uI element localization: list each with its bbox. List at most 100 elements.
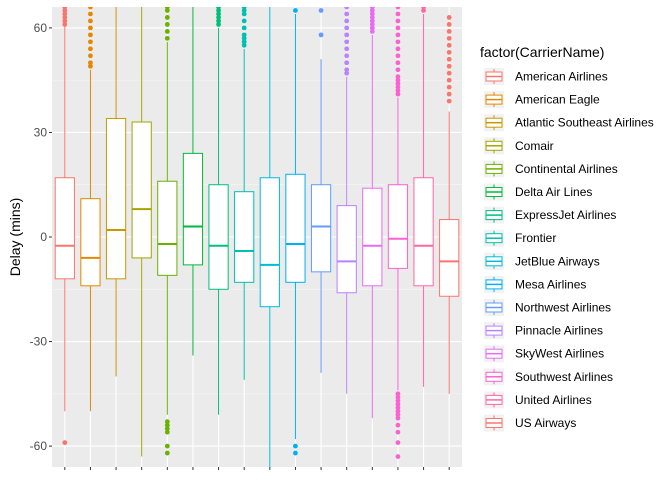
y-tick-label: 60 — [34, 21, 48, 35]
legend-item: Atlantic Southeast Airlines — [484, 114, 654, 132]
outlier-point — [446, 84, 452, 90]
box-body — [362, 187, 383, 287]
legend-label: Pinnacle Airlines — [515, 324, 603, 338]
outlier-point — [344, 18, 350, 24]
outlier-point — [395, 405, 401, 411]
legend-label: Comair — [515, 139, 554, 153]
box-skywest-airlines — [362, 7, 383, 419]
outlier-point — [88, 7, 93, 10]
outlier-point — [446, 22, 452, 27]
box-american-airlines — [54, 7, 75, 446]
outlier-point — [88, 25, 93, 31]
box-american-eagle — [80, 7, 101, 412]
outlier-point — [395, 88, 401, 94]
outlier-point — [88, 18, 93, 24]
axis-layer: -60 -30 0 30 60 — [30, 21, 450, 470]
legend-label: Delta Air Lines — [515, 185, 592, 199]
outlier-point — [369, 28, 375, 34]
outlier-point — [62, 18, 68, 24]
legend-item: American Airlines — [484, 68, 608, 85]
y-tick-label: 0 — [40, 230, 47, 244]
outlier-point — [446, 91, 452, 97]
outlier-point — [369, 8, 375, 13]
legend-label: ExpressJet Airlines — [515, 208, 616, 222]
outlier-point — [395, 74, 401, 80]
outlier-point — [344, 67, 350, 73]
box-delta-air-lines — [182, 7, 204, 356]
box-body — [336, 205, 357, 294]
box-body — [54, 177, 75, 280]
outlier-point — [216, 18, 221, 24]
legend-item: Comair — [484, 137, 554, 155]
outlier-point — [318, 32, 324, 38]
legend-label: Mesa Airlines — [515, 277, 586, 291]
box-body — [413, 177, 434, 287]
outlier-point — [62, 15, 68, 20]
outlier-point — [216, 8, 221, 13]
outlier-point — [369, 7, 375, 10]
box-us-airways — [439, 15, 460, 394]
legend-label: Southwest Airlines — [515, 370, 613, 384]
outlier-point — [395, 394, 401, 400]
outlier-point — [344, 25, 350, 31]
box-comair — [131, 7, 152, 457]
legend-label: United Airlines — [515, 393, 592, 407]
legend-label: Atlantic Southeast Airlines — [515, 116, 654, 130]
outlier-point — [395, 81, 401, 87]
outlier-point — [446, 49, 452, 55]
outlier-point — [88, 60, 93, 66]
outlier-point — [344, 53, 350, 59]
outlier-point — [395, 440, 401, 446]
outlier-point — [395, 11, 401, 17]
box-atlantic-southeast-airlines — [105, 7, 127, 377]
box-jetblue-airways — [259, 7, 280, 467]
outlier-point — [395, 25, 401, 31]
outlier-point — [369, 15, 375, 20]
legend-item: SkyWest Airlines — [484, 345, 604, 363]
legend-label: Frontier — [515, 231, 556, 245]
outlier-point — [241, 7, 247, 10]
outlier-point — [344, 70, 350, 76]
outlier-point — [369, 25, 375, 31]
box-body — [157, 180, 178, 276]
legend-item: ExpressJet Airlines — [484, 206, 616, 224]
outlier-point — [446, 28, 452, 34]
legend-title: factor(CarrierName) — [480, 44, 604, 60]
outlier-point — [421, 8, 426, 13]
box-northwest-airlines — [310, 8, 332, 373]
legend-item: United Airlines — [484, 391, 592, 409]
legend: factor(CarrierName) American Airlines Ame… — [480, 44, 654, 432]
outlier-point — [241, 35, 247, 41]
legend-label: Northwest Airlines — [515, 301, 611, 315]
outlier-point — [164, 28, 170, 34]
outlier-point — [88, 32, 93, 38]
outlier-point — [344, 39, 350, 45]
box-body — [310, 184, 332, 273]
legend-item: Pinnacle Airlines — [484, 322, 603, 340]
outlier-point — [446, 15, 452, 20]
outlier-point — [62, 8, 68, 13]
outlier-point — [395, 77, 401, 83]
outlier-point — [241, 25, 247, 31]
outlier-point — [395, 398, 401, 404]
box-continental-airlines — [157, 7, 178, 456]
y-axis-label: Delay (mins) — [7, 198, 23, 277]
outlier-point — [293, 8, 298, 13]
outlier-point — [395, 18, 401, 24]
outlier-point — [241, 39, 247, 45]
outlier-point — [164, 419, 170, 425]
box-mesa-airlines — [285, 8, 306, 456]
box-body — [208, 184, 229, 290]
legend-label: American Eagle — [515, 93, 600, 107]
box-body — [80, 198, 101, 287]
outlier-point — [446, 63, 452, 69]
legend-item: Mesa Airlines — [484, 275, 586, 293]
outlier-point — [241, 32, 247, 38]
outlier-point — [88, 11, 93, 17]
outlier-point — [216, 11, 221, 17]
outlier-point — [216, 7, 221, 10]
outlier-point — [369, 18, 375, 24]
box-expressjet-airlines — [208, 7, 229, 415]
